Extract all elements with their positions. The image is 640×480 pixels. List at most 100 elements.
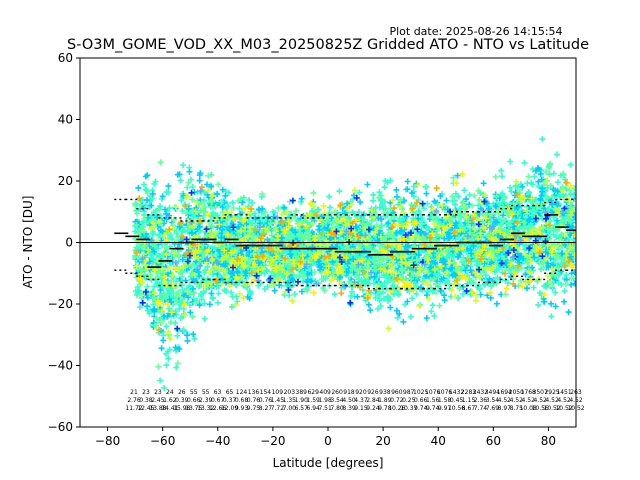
x-tick-label: 60 — [486, 434, 501, 448]
bin-stat-label: 0.25 — [402, 397, 416, 404]
bin-stat-label: 10.52 — [555, 405, 572, 412]
bin-stat-label: 154 — [260, 389, 272, 396]
bin-stat-label: 1.35 — [283, 397, 297, 404]
bin-stat-label: 26 — [178, 389, 186, 396]
bin-stat-label: 10.56 — [448, 405, 465, 412]
y-tick-label: 0 — [65, 236, 73, 250]
bin-stat-label: 0.72 — [390, 397, 404, 404]
bin-stat-label: 10.08 — [520, 405, 537, 412]
bin-stat-label: 12.09 — [221, 405, 238, 412]
bin-stat-label: 1.59 — [307, 397, 321, 404]
x-tick-label: 20 — [375, 434, 390, 448]
x-axis-label: Latitude [degrees] — [273, 456, 384, 470]
bin-stat-label: 8.27 — [259, 405, 273, 412]
bin-stat-label: 4.52 — [557, 397, 571, 404]
bin-stat-label: 13.88 — [149, 405, 166, 412]
bin-stat-label: 2.76 — [127, 397, 141, 404]
bin-stat-label: 9.97 — [438, 405, 452, 412]
bin-stat-label: 2283 — [461, 389, 476, 396]
bin-stat-label: 1076 — [425, 389, 440, 396]
bin-stat-label: 10.26 — [388, 405, 405, 412]
bin-stat-label: 23 — [154, 389, 162, 396]
bin-stat-label: 409 — [319, 389, 331, 396]
bin-stat-label: 918 — [343, 389, 355, 396]
bin-stat-label: 10.37 — [400, 405, 417, 412]
x-axis-ticks: −80 −60 −40 −20 0 20 40 60 80 — [95, 427, 556, 448]
x-tick-label: −60 — [150, 434, 175, 448]
bin-stat-label: 260 — [331, 389, 343, 396]
bin-stat-label: 4.52 — [522, 397, 536, 404]
y-tick-label: 60 — [58, 51, 73, 65]
bin-stat-label: 2.39 — [199, 397, 213, 404]
bin-stat-label: 0.38 — [139, 397, 153, 404]
bin-stat-label: 7.80 — [330, 405, 344, 412]
bin-stat-label: 0.37 — [223, 397, 237, 404]
x-tick-label: −20 — [260, 434, 285, 448]
bin-stat-label: 1.98 — [318, 397, 332, 404]
bin-stat-label: 0.68 — [235, 397, 249, 404]
bin-stat-label: 0.76 — [247, 397, 261, 404]
x-tick-label: 0 — [324, 434, 332, 448]
bin-stat-label: 24 — [166, 389, 174, 396]
bin-stat-label: 124 — [236, 389, 248, 396]
bin-stat-label: 10.56 — [532, 405, 549, 412]
bin-stat-label: 920 — [355, 389, 367, 396]
bin-stat-label: 8.67 — [462, 405, 476, 412]
bin-stat-label: 960 — [391, 389, 403, 396]
bin-stat-label: 1.90 — [295, 397, 309, 404]
bin-stat-label: 21 — [130, 389, 138, 396]
mean-markers — [114, 198, 576, 290]
bin-stat-label: 3507 — [533, 389, 548, 396]
bin-stat-label: 1451 — [556, 389, 571, 396]
bin-stat-label: 9.74 — [426, 405, 440, 412]
bin-stat-label: 4.50 — [342, 397, 356, 404]
bin-stat-label: 55 — [190, 389, 198, 396]
bin-stat-label: 938 — [379, 389, 391, 396]
bin-stat-label: 9.93 — [235, 405, 249, 412]
bin-stat-label: 203 — [284, 389, 296, 396]
bin-stat-label: 65 — [226, 389, 234, 396]
bin-stat-label: 9.15 — [354, 405, 368, 412]
plot-date: Plot date: 2025-08-26 14:15:54 — [389, 25, 562, 38]
bin-stat-label: 389 — [296, 389, 308, 396]
bin-stat-label: 3.54 — [486, 397, 500, 404]
x-tick-label: 80 — [541, 434, 556, 448]
bin-stat-label: 15.98 — [173, 405, 190, 412]
bin-stat-label: 1.58 — [438, 397, 452, 404]
bin-stat-label: 136 — [248, 389, 260, 396]
bin-stat-label: 1.89 — [378, 397, 392, 404]
bin-stat-label: 23 — [142, 389, 150, 396]
bin-stat-label: 7.72 — [271, 405, 285, 412]
bin-stat-label: 8.39 — [342, 405, 356, 412]
bin-stat-label: 109 — [272, 389, 284, 396]
bin-stat-label: 0.67 — [211, 397, 225, 404]
bin-stat-label: 10.52 — [544, 405, 561, 412]
bin-stat-label: 4.52 — [533, 397, 547, 404]
bin-stat-label: 4.52 — [510, 397, 524, 404]
bin-stat-label: 0.66 — [187, 397, 201, 404]
x-tick-label: −40 — [205, 434, 230, 448]
bin-stat-label: 629 — [307, 389, 319, 396]
bin-stat-label: 2.45 — [151, 397, 165, 404]
bin-stat-label: 9.78 — [378, 405, 392, 412]
x-tick-label: −80 — [95, 434, 120, 448]
bin-stat-label: 55 — [202, 389, 210, 396]
chart-title: S-O3M_GOME_VOD_XX_M03_20250825Z Gridded … — [67, 37, 589, 53]
bin-stat-label: 8.97 — [498, 405, 512, 412]
bin-stat-label: 1.62 — [163, 397, 177, 404]
scatter-series — [139, 187, 566, 290]
bin-stat-label: 1.56 — [426, 397, 440, 404]
bin-stat-label: 4.37 — [354, 397, 368, 404]
bin-stat-label: 7.69 — [486, 405, 500, 412]
y-axis-label: ATO - NTO [DU] — [21, 196, 35, 289]
bin-stat-label: 4.52 — [498, 397, 512, 404]
bin-statistics: 212.7611.72230.3812.45232.4513.88241.621… — [125, 389, 584, 412]
bin-stat-label: 7.74 — [474, 405, 488, 412]
x-tick-label: 40 — [431, 434, 446, 448]
bin-stat-label: 13.32 — [197, 405, 214, 412]
bin-stat-label: 9.75 — [247, 405, 261, 412]
bin-stat-label: 7.00 — [283, 405, 297, 412]
bin-stat-label: 63 — [214, 389, 222, 396]
y-tick-label: −60 — [48, 420, 73, 434]
bin-stat-label: 926 — [367, 389, 379, 396]
